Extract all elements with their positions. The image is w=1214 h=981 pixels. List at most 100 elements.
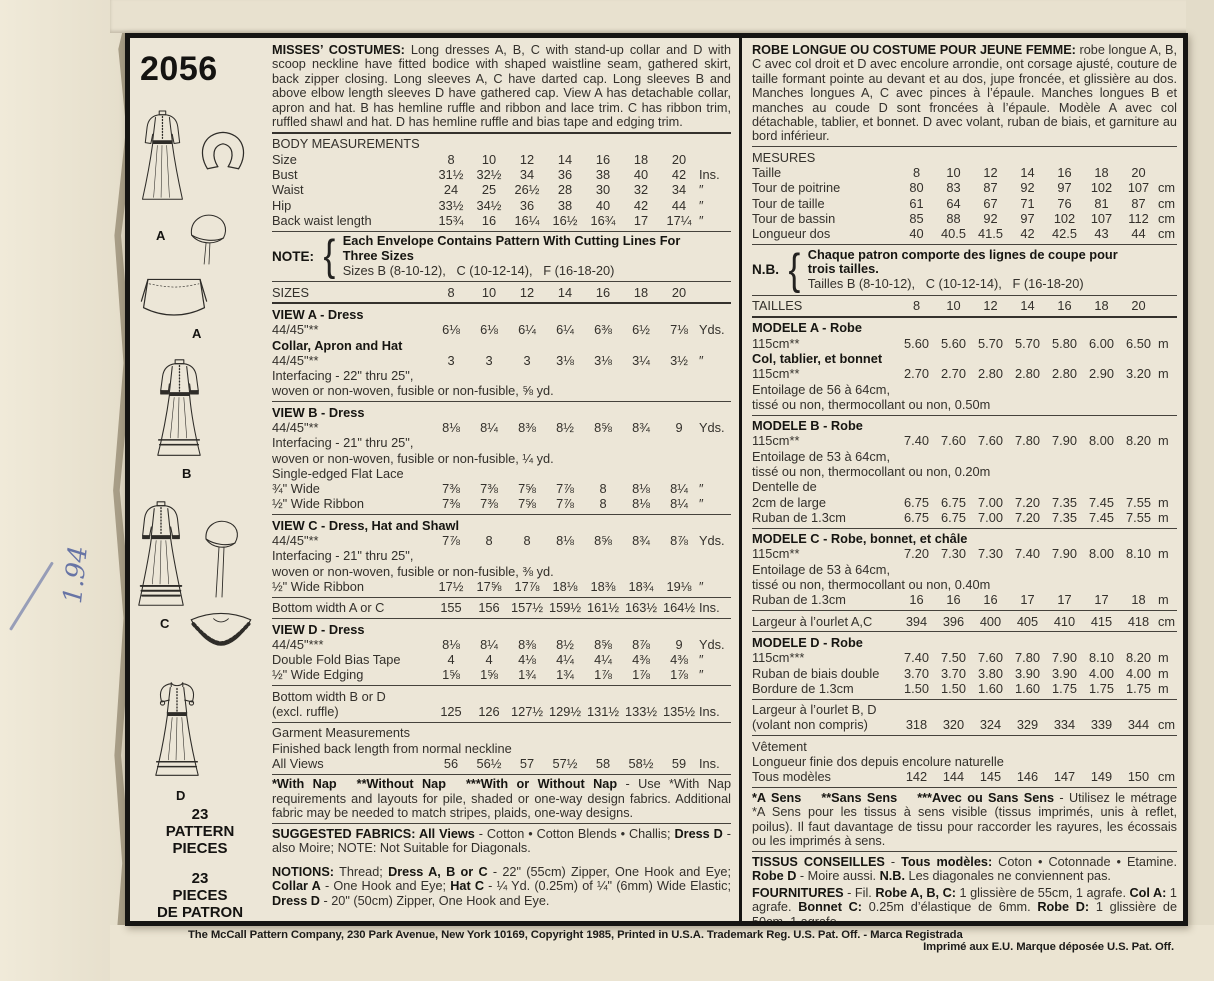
cell-value: 7.00 [978, 494, 1003, 510]
cell-value: 7.80 [1015, 433, 1040, 449]
cell-value: 164½ [662, 600, 696, 616]
cell-value: 7.45 [1089, 509, 1114, 525]
divider [272, 230, 731, 232]
cell-value: 7.55 [1126, 494, 1151, 510]
row-label: All Views [272, 755, 324, 771]
table-row: ½" Wide Ribbon 7⅜ 7⅜ 7⅝ 7⅞ 8 8⅛ 8¼ ″ [272, 496, 731, 511]
table-text-line: Single-edged Flat Lace [272, 465, 404, 481]
table-row: SIZES 8 10 12 14 16 18 20 [272, 285, 731, 300]
cell-value: 405 [1016, 613, 1039, 629]
text-segment: SUGGESTED FABRICS: All Views [272, 826, 475, 841]
cell-value: 58 [595, 755, 611, 771]
yardage-table: SIZES 8 10 12 14 16 18 20 VIEW A - Dress 44/45"**… [272, 281, 731, 775]
row-label: 44/45"** [272, 352, 319, 368]
cell-value: 9 [675, 419, 683, 435]
section-heading: VIEW B - Dress [272, 404, 365, 420]
cell-value: 1¾ [556, 667, 574, 683]
cell-value: 16 [481, 212, 497, 228]
row-unit: ″ [699, 212, 704, 228]
cell-value: 7.45 [1089, 494, 1114, 510]
text-segment: Les diagonales ne conviennent pas. [904, 869, 1111, 884]
cell-value: 43 [1094, 226, 1109, 242]
cell-value: 28 [557, 182, 573, 198]
row-label: (volant non compris) [752, 717, 868, 733]
text-segment: Dress A, B or C [388, 864, 488, 879]
row-label: Tous modèles [752, 769, 831, 785]
cell-value: 418 [1127, 613, 1150, 629]
cell-value: 7.55 [1126, 509, 1151, 525]
cell-value: 4⅜ [632, 652, 650, 668]
cell-value: 107 [1090, 211, 1113, 227]
table-row: 115cm** 7.40 7.60 7.60 7.80 7.90 8.00 8.20 m [752, 433, 1177, 448]
cell-value: 7.20 [1015, 509, 1040, 525]
text-segment: - One Hook and Eye; [320, 879, 451, 894]
cell-value: 144 [942, 769, 965, 785]
cell-value: 40 [909, 226, 924, 242]
cell-value: 394 [905, 613, 928, 629]
metrage-table: TAILLES 8 10 12 14 16 18 20 MODELE A - Robe 115cm… [752, 294, 1177, 789]
cell-value: 3 [447, 352, 455, 368]
cell-value: 10 [946, 298, 961, 314]
cell-value: 18¾ [628, 578, 654, 594]
cell-value: 8⅝ [594, 419, 612, 435]
text-segment: Col A: [1129, 885, 1167, 900]
row-label: 115cm** [752, 433, 800, 449]
brace-icon: { [788, 244, 801, 294]
text-segment: - Use *With Nap requirements and layouts… [272, 777, 731, 821]
cell-value: 7⅝ [518, 481, 536, 497]
cell-value: 150 [1127, 769, 1150, 785]
cell-value: 57½ [552, 755, 578, 771]
cell-value: 8⅝ [594, 636, 612, 652]
french-column: ROBE LONGUE OU COSTUME POUR JEUNE FEMME:… [742, 38, 1183, 921]
row-label: SIZES [272, 284, 309, 300]
table-text-line: tissé ou non, thermocollant ou non, 0.50… [752, 396, 991, 412]
cell-value: 6¼ [556, 322, 574, 338]
row-label: Bust [272, 167, 298, 183]
table-row: 44/45"** 6⅛ 6⅛ 6¼ 6¼ 6⅜ 6½ 7⅛ Yds. [272, 322, 731, 337]
cell-value: 7.20 [1015, 494, 1040, 510]
cell-value: 8.00 [1089, 546, 1114, 562]
cell-value: 126 [478, 704, 500, 720]
text-segment: Coton • Cotonnade • Etamine. [992, 854, 1178, 869]
row-label: ¾" Wide [272, 481, 320, 497]
cell-value: 12 [519, 284, 535, 300]
cell-value: 6.00 [1089, 335, 1114, 351]
pattern-number: 2056 [140, 50, 218, 88]
cell-value: 3.70 [941, 665, 966, 681]
pattern-pieces-count-fr: 23 PIECES DE PATRON [156, 870, 244, 921]
cell-value: 7.90 [1052, 650, 1077, 666]
table-text-line: Interfacing - 21" thru 25", [272, 435, 414, 451]
row-unit: cm [1158, 180, 1176, 196]
cell-value: 17⅝ [476, 578, 502, 594]
cell-value: 3.90 [1052, 665, 1077, 681]
row-unit: m [1158, 366, 1169, 382]
table-text-line: BODY MEASUREMENTS [272, 136, 420, 152]
cell-value: 8⅛ [632, 481, 650, 497]
cell-value: 6⅛ [480, 322, 498, 338]
divider [752, 527, 1177, 529]
publisher-line-fr: Imprimé aux E.U. Marque déposée U.S. Pat… [923, 941, 1174, 953]
cell-value: 6½ [632, 322, 650, 338]
row-unit [698, 152, 724, 167]
cell-value: 58½ [628, 755, 654, 771]
row-unit: cm [1158, 769, 1176, 785]
row-unit: ″ [699, 652, 704, 668]
row-unit: Yds. [699, 636, 725, 652]
table-row: Tous modèles 142 144 145 146 147 149 150 cm [752, 769, 1177, 784]
cell-value: 20 [671, 151, 687, 167]
cell-value: 7.35 [1052, 509, 1077, 525]
cell-value: 7.00 [978, 509, 1003, 525]
table-text-line: Entoilage de 53 à 64cm, [752, 561, 891, 577]
french-description-title: ROBE LONGUE OU COSTUME POUR JEUNE FEMME: [752, 43, 1076, 57]
cell-value: 34 [671, 182, 687, 198]
table-text-line: woven or non-woven, fusible or non-fusib… [272, 383, 554, 399]
text-segment: **Sans Sens [821, 790, 898, 805]
row-label: 115cm** [752, 366, 800, 382]
row-label: Ruban de 1.3cm [752, 509, 846, 525]
table-row: 44/45"** 7⅞ 8 8 8⅛ 8⅝ 8¾ 8⅞ Yds. [272, 533, 731, 548]
cell-value: 8.20 [1126, 433, 1151, 449]
cell-value: 1.75 [1089, 680, 1114, 696]
cell-value: 17½ [438, 578, 464, 594]
cell-value: 1.50 [941, 680, 966, 696]
cell-value: 7.60 [978, 433, 1003, 449]
